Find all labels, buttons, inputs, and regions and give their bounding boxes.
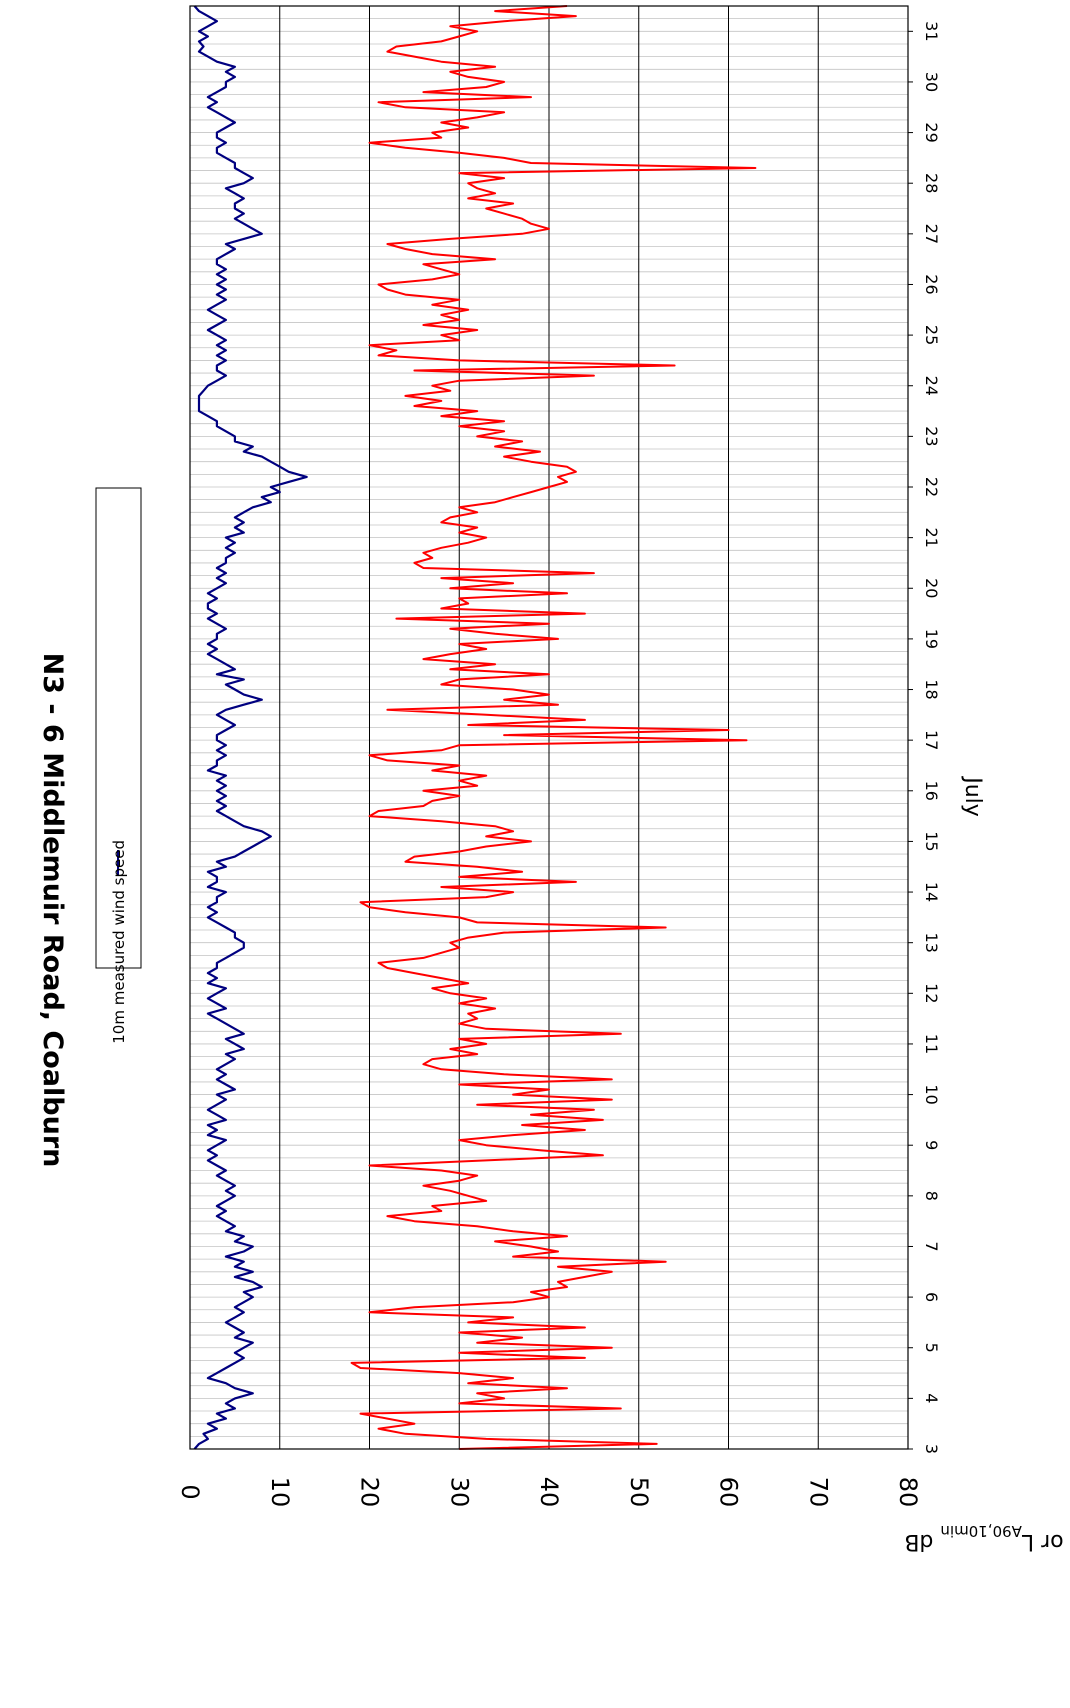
x-tick-label: 29: [922, 122, 941, 142]
x-tick-label: 22: [922, 477, 941, 497]
x-tick-label: 18: [922, 679, 941, 699]
x-tick-label: 20: [922, 578, 941, 598]
y-tick-label: 30: [445, 1477, 473, 1508]
x-tick-label: 19: [922, 629, 941, 649]
y-tick-label: 60: [715, 1477, 743, 1508]
x-tick-label: 4: [922, 1393, 941, 1403]
x-tick-label: 7: [922, 1241, 941, 1251]
x-tick-label: 23: [922, 426, 941, 446]
x-tick-label: 6: [922, 1292, 941, 1302]
x-tick-label: 11: [922, 1034, 941, 1054]
y-tick-label: 40: [535, 1477, 563, 1508]
series-line-wind-speed: [193, 5, 308, 1450]
y-axis-label-db: dB: [904, 1529, 940, 1554]
series-layer: [193, 5, 757, 1450]
y-tick-labels: 0 10 20 30 40 50 60 70 80: [176, 1477, 922, 1508]
y-tick-label: 80: [894, 1477, 922, 1508]
x-tick-labels: 3 4 5 6 7 8 9 10 11 12 13 14 15 16 17 18 19 20 21 22 23 24 25 2…: [908, 21, 941, 1454]
y-tick-label: 50: [625, 1477, 653, 1508]
x-tick-label: 5: [922, 1343, 941, 1353]
x-tick-label: 13: [922, 933, 941, 953]
y-axis-label: V10 ms-1 or LA90,10min dB: [904, 1522, 1070, 1558]
x-tick-label: 28: [922, 173, 941, 193]
x-tick-label: 17: [922, 730, 941, 750]
x-tick-label: 26: [922, 274, 941, 294]
x-tick-label: 24: [922, 376, 941, 396]
x-tick-label: 10: [922, 1084, 941, 1104]
plot-area: [189, 5, 909, 1450]
x-tick-label: 3: [922, 1444, 941, 1454]
x-tick-label: 16: [922, 781, 941, 801]
x-tick-label: 14: [922, 882, 941, 902]
legend: 10m measured wind speed: [95, 487, 142, 1044]
y-tick-label: 0: [176, 1484, 204, 1499]
legend-label-wind-speed: 10m measured wind speed: [110, 840, 128, 1044]
x-tick-label: 27: [922, 224, 941, 244]
y-tick-label: 20: [356, 1477, 384, 1508]
y-tick-label: 10: [266, 1477, 294, 1508]
x-tick-label: 12: [922, 983, 941, 1003]
x-tick-label: 15: [922, 831, 941, 851]
chart-title: N3 - 6 Middlemuir Road, Coalburn: [37, 653, 68, 1168]
x-tick-label: 31: [922, 21, 941, 41]
plot-border: [189, 5, 909, 1450]
y-axis-label-l-sub: A90,10min: [940, 1522, 1022, 1540]
y-axis-label-or: or L: [1021, 1529, 1070, 1554]
x-axis-label: July: [960, 775, 985, 817]
x-tick-label: 21: [922, 527, 941, 547]
x-tick-label: 30: [922, 72, 941, 92]
x-tick-label: 25: [922, 325, 941, 345]
x-tick-label: 9: [922, 1140, 941, 1150]
legend-box: [95, 487, 142, 969]
series-line-noise-level: [350, 5, 757, 1450]
y-tick-label: 70: [804, 1477, 832, 1508]
x-tick-label: 8: [922, 1191, 941, 1201]
